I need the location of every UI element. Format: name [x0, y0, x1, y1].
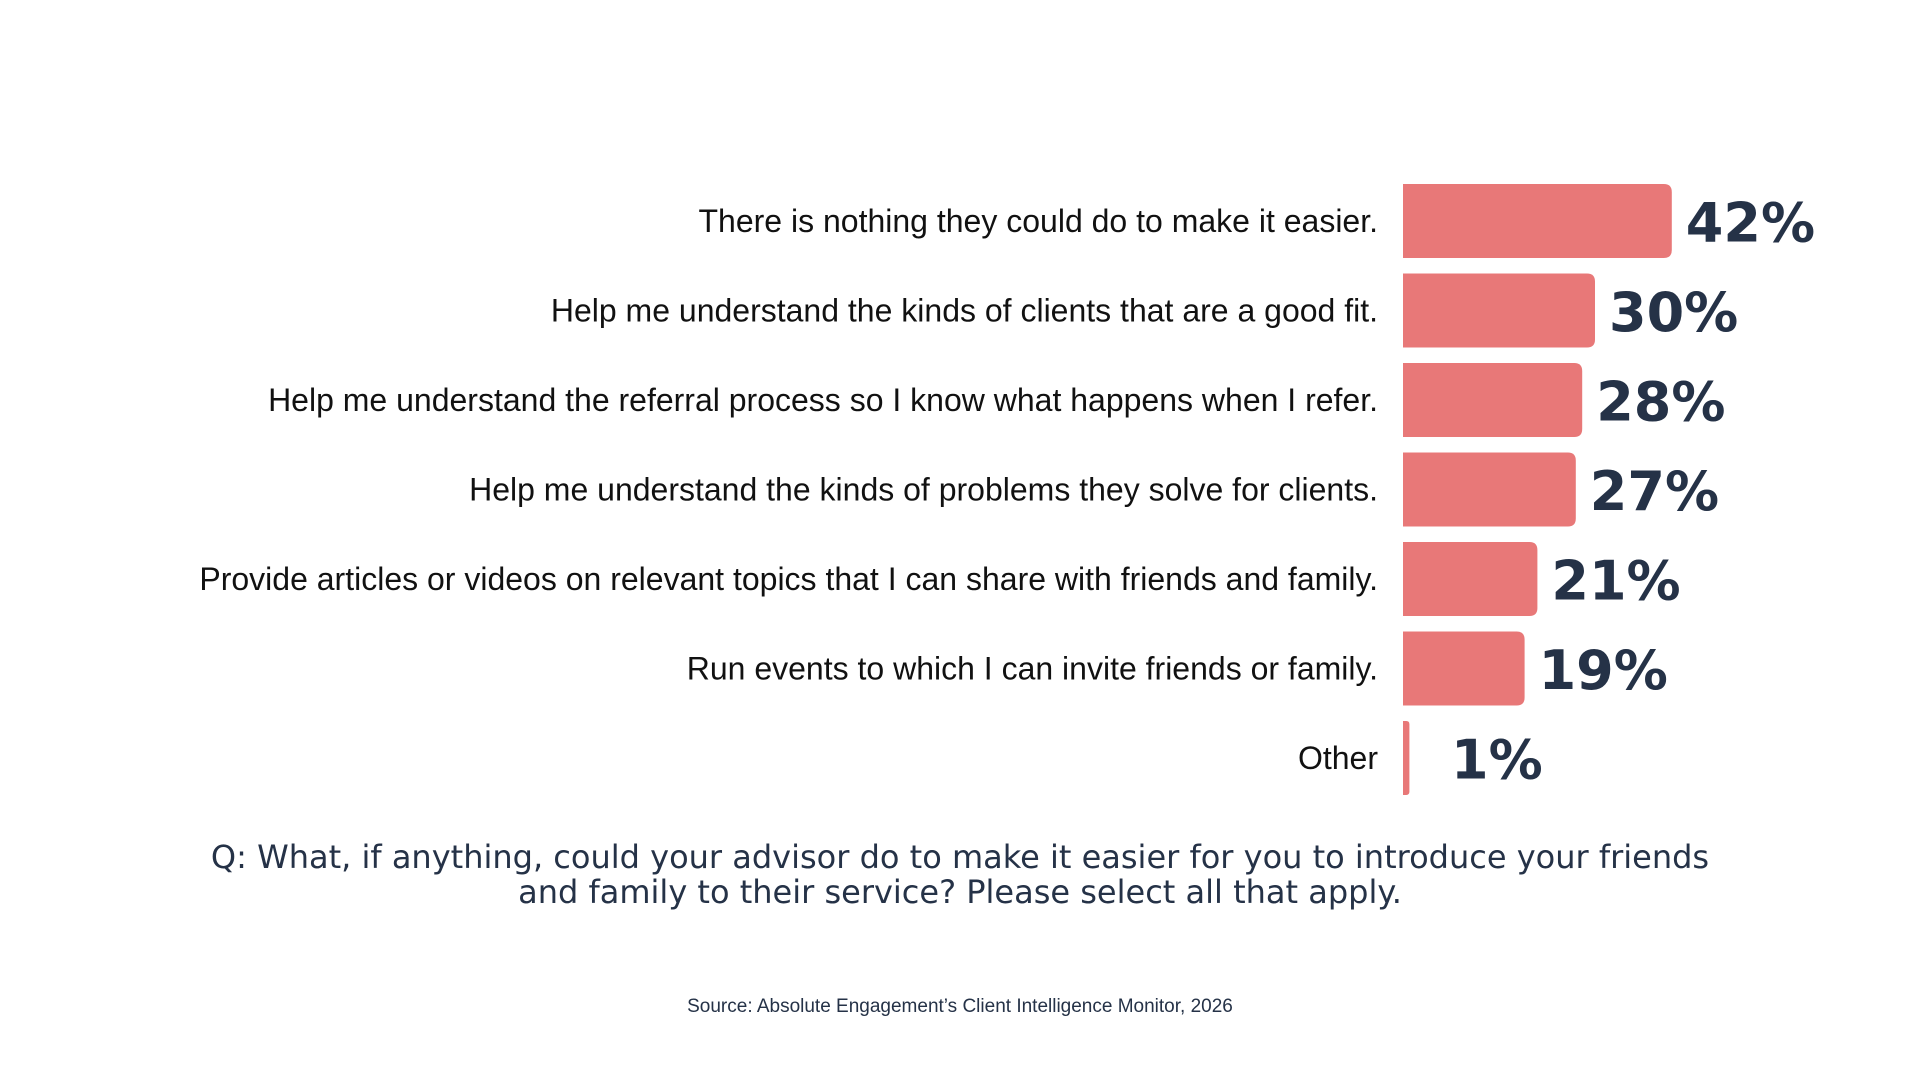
category-label: Other [1298, 740, 1378, 776]
bar [1403, 452, 1576, 527]
survey-question: Q: What, if anything, could your advisor… [200, 840, 1720, 910]
category-label: Help me understand the kinds of problems… [469, 472, 1378, 508]
bar [1403, 273, 1595, 348]
value-label: 19% [1539, 639, 1668, 702]
value-label: 42% [1686, 192, 1815, 255]
value-label: 27% [1590, 460, 1719, 523]
category-label: Help me understand the kinds of clients … [551, 293, 1378, 329]
value-label: 30% [1609, 281, 1738, 344]
value-label: 28% [1596, 371, 1725, 434]
survey-question-line-2: and family to their service? Please sele… [518, 873, 1402, 911]
bar [1403, 542, 1538, 616]
category-label: Provide articles or videos on relevant t… [199, 561, 1378, 597]
bar [1403, 631, 1525, 706]
category-label: Run events to which I can invite friends… [687, 651, 1378, 687]
category-label: Help me understand the referral process … [268, 382, 1378, 418]
bar [1403, 721, 1410, 795]
survey-question-line-1: Q: What, if anything, could your advisor… [210, 838, 1710, 876]
bar [1403, 184, 1672, 258]
value-label: 1% [1451, 729, 1543, 792]
category-label: There is nothing they could do to make i… [699, 203, 1379, 239]
value-label: 21% [1551, 550, 1680, 613]
source-note: Source: Absolute Engagement’s Client Int… [687, 996, 1233, 1017]
bar [1403, 363, 1583, 437]
bar-chart: There is nothing they could do to make i… [199, 184, 1815, 795]
